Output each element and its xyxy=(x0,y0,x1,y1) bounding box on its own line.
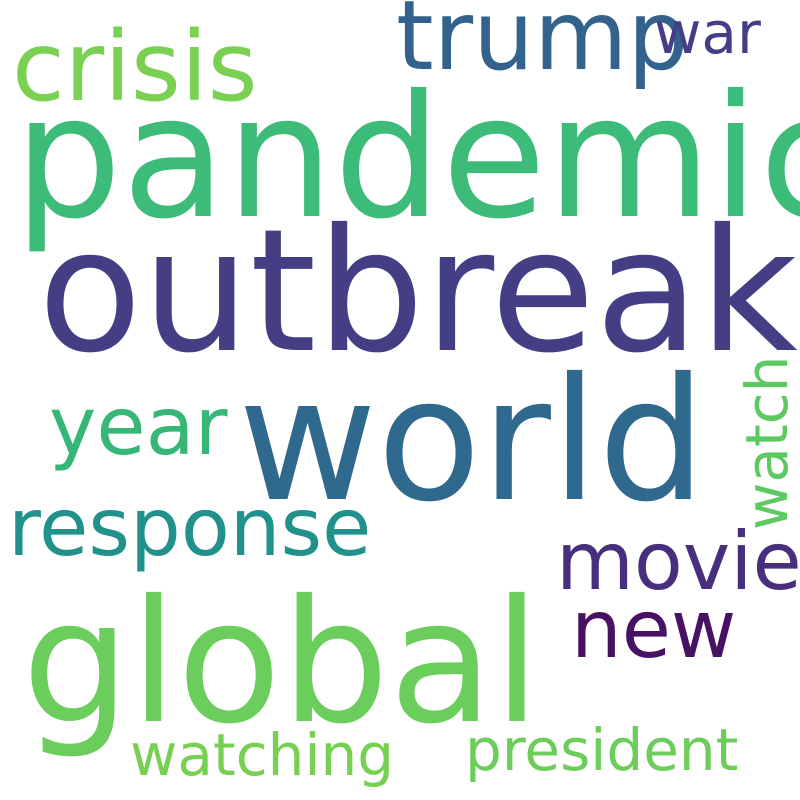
word-pandemic: pandemic xyxy=(14,59,800,257)
word-trump: trump xyxy=(396,0,689,92)
word-global: global xyxy=(22,564,541,762)
word-new: new xyxy=(571,583,737,676)
word-watching: watching xyxy=(130,721,395,789)
word-war: war xyxy=(654,0,761,67)
word-president: president xyxy=(465,716,739,784)
word-crisis: crisis xyxy=(12,11,258,123)
word-outbreak: outbreak xyxy=(38,193,798,391)
word-watch: watch xyxy=(733,355,800,530)
word-year: year xyxy=(49,380,228,473)
word-response: response xyxy=(8,481,372,574)
word-world: world xyxy=(238,342,707,540)
word-movie: movie xyxy=(556,515,800,608)
